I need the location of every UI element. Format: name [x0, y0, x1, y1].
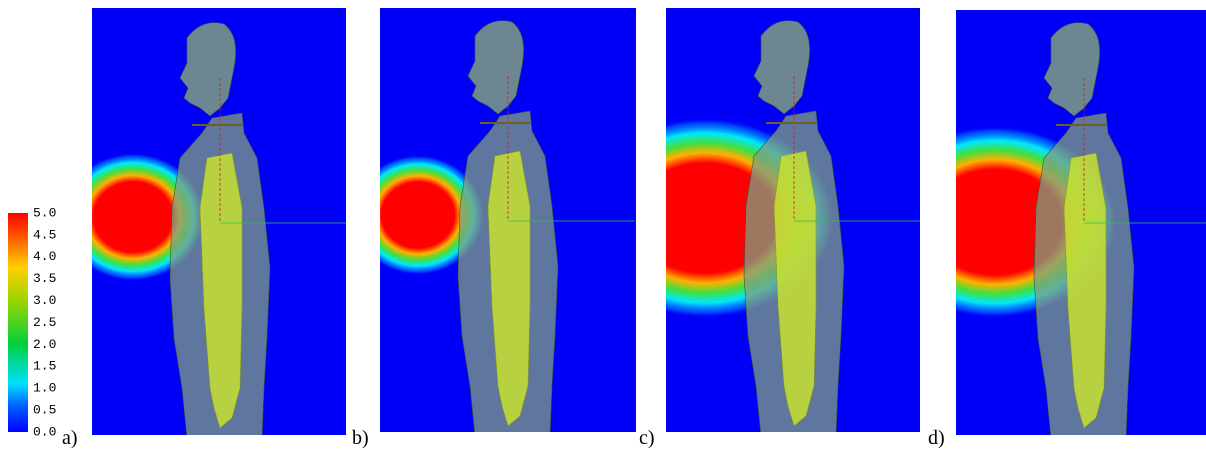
colorbar-tick-label: 3.5 [33, 271, 56, 286]
panel-a [92, 8, 346, 435]
panel-b [380, 8, 636, 432]
colorbar [8, 213, 28, 432]
colorbar-ticks: 0.0 0.5 1.0 1.5 2.0 2.5 3.0 3.5 4.0 4.5 5.0 [33, 205, 56, 439]
colorbar-tick-label: 5.0 [33, 205, 56, 220]
colorbar-tick-label: 0.0 [33, 424, 56, 439]
colorbar-tick-label: 1.0 [33, 381, 56, 396]
colorbar-tick-label: 4.0 [33, 249, 56, 264]
colorbar-tick-label: 0.5 [33, 403, 56, 418]
colorbar-tick-label: 4.5 [33, 227, 56, 242]
colorbar-tick-label: 2.5 [33, 315, 56, 330]
panel-label: d) [928, 427, 945, 449]
panel-label: c) [639, 427, 655, 449]
panel-label: a) [62, 427, 78, 449]
colorbar-tick-label: 1.5 [33, 359, 56, 374]
colorbar-tick-label: 2.0 [33, 337, 56, 352]
panel-label: b) [352, 427, 369, 449]
panel-c [666, 8, 920, 432]
colorbar-tick-label: 3.0 [33, 293, 56, 308]
panel-d [956, 10, 1206, 435]
